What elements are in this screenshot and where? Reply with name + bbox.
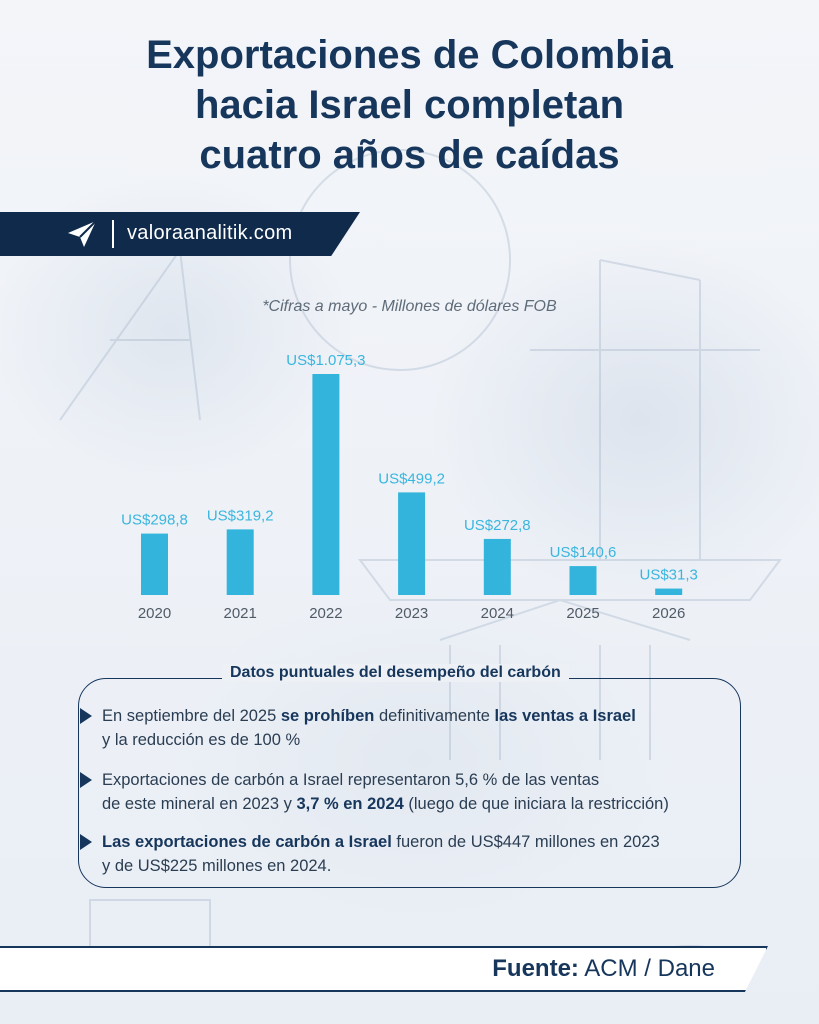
fact-emphasis: 3,7 % en 2024	[296, 795, 404, 813]
fact-item: Las exportaciones de carbón a Israel fue…	[80, 830, 740, 878]
fact-segment: de este mineral en 2023 y	[102, 795, 297, 813]
fact-line: Las exportaciones de carbón a Israel fue…	[102, 830, 740, 854]
bar-2026	[655, 588, 683, 595]
bar-2025	[569, 566, 597, 595]
value-label: US$499,2	[378, 470, 445, 487]
bar-2021	[226, 529, 254, 595]
fact-emphasis: Las exportaciones de carbón a Israel	[102, 833, 392, 851]
bar-2023	[398, 492, 426, 595]
fact-line: y la reducción es de 100 %	[102, 728, 740, 752]
bullet-arrow-icon	[80, 772, 92, 788]
fact-text: Las exportaciones de carbón a Israel fue…	[102, 830, 740, 878]
paper-plane-logo-icon	[68, 220, 97, 247]
category-label: 2026	[652, 605, 685, 622]
page-title: Exportaciones de Colombia hacia Israel c…	[0, 30, 819, 180]
title-line: hacia Israel completan	[194, 83, 625, 127]
value-label: US$31,3	[640, 567, 698, 584]
category-label: 2021	[224, 605, 257, 622]
value-label: US$319,2	[207, 507, 274, 524]
category-label: 2020	[138, 605, 171, 622]
category-label: 2024	[481, 605, 514, 622]
source-box	[0, 946, 768, 992]
bar-2022	[312, 374, 340, 595]
fact-emphasis: las ventas a Israel	[494, 707, 636, 725]
facts-title: Datos puntuales del desempeño del carbón	[222, 664, 569, 682]
title-line: cuatro años de caídas	[199, 133, 620, 177]
brand-band	[0, 212, 360, 256]
bar-2024	[483, 538, 511, 595]
value-label: US$298,8	[121, 512, 188, 529]
bullet-arrow-icon	[80, 708, 92, 724]
chart-subtitle: *Cifras a mayo - Millones de dólares FOB	[262, 298, 557, 315]
fact-line: Exportaciones de carbón a Israel represe…	[102, 768, 740, 792]
fact-segment: y de US$225 millones en 2024.	[102, 857, 332, 875]
source-label: Fuente:	[492, 955, 579, 982]
fact-segment: Exportaciones de carbón a Israel represe…	[102, 771, 600, 789]
fact-segment: y la reducción es de 100 %	[102, 731, 301, 749]
fact-item: Exportaciones de carbón a Israel represe…	[80, 768, 740, 816]
source-text: Fuente: ACM / Dane	[492, 955, 715, 983]
bar-chart: US$298,8 2020 US$319,2 2021 US$1.075,3 2022 US…	[121, 352, 698, 622]
bar-2020	[141, 533, 168, 595]
brand-name[interactable]: valoraanalitik.com	[127, 222, 293, 244]
fact-item: En septiembre del 2025 se prohíben defin…	[80, 704, 740, 752]
brand-separator	[112, 220, 114, 248]
fact-segment: En septiembre del 2025	[102, 707, 281, 725]
category-label: 2025	[566, 605, 599, 622]
value-label: US$272,8	[464, 517, 531, 534]
bullet-arrow-icon	[80, 834, 92, 850]
fact-segment: (luego de que iniciara la restricción)	[403, 795, 669, 813]
fact-line: En septiembre del 2025 se prohíben defin…	[102, 704, 740, 728]
value-label: US$140,6	[550, 544, 617, 561]
fact-segment: fueron de US$447 millones en 2023	[391, 833, 660, 851]
fact-segment: definitivamente	[374, 707, 495, 725]
title-line: Exportaciones de Colombia	[146, 33, 673, 77]
fact-line: de este mineral en 2023 y 3,7 % en 2024 …	[102, 792, 740, 816]
category-label: 2023	[395, 605, 428, 622]
fact-line: y de US$225 millones en 2024.	[102, 854, 740, 878]
category-label: 2022	[309, 605, 342, 622]
value-label: US$1.075,3	[286, 352, 365, 369]
fact-text: En septiembre del 2025 se prohíben defin…	[102, 704, 740, 752]
source-value: ACM / Dane	[584, 955, 715, 982]
fact-text: Exportaciones de carbón a Israel represe…	[102, 768, 740, 816]
fact-emphasis: se prohíben	[280, 707, 375, 725]
